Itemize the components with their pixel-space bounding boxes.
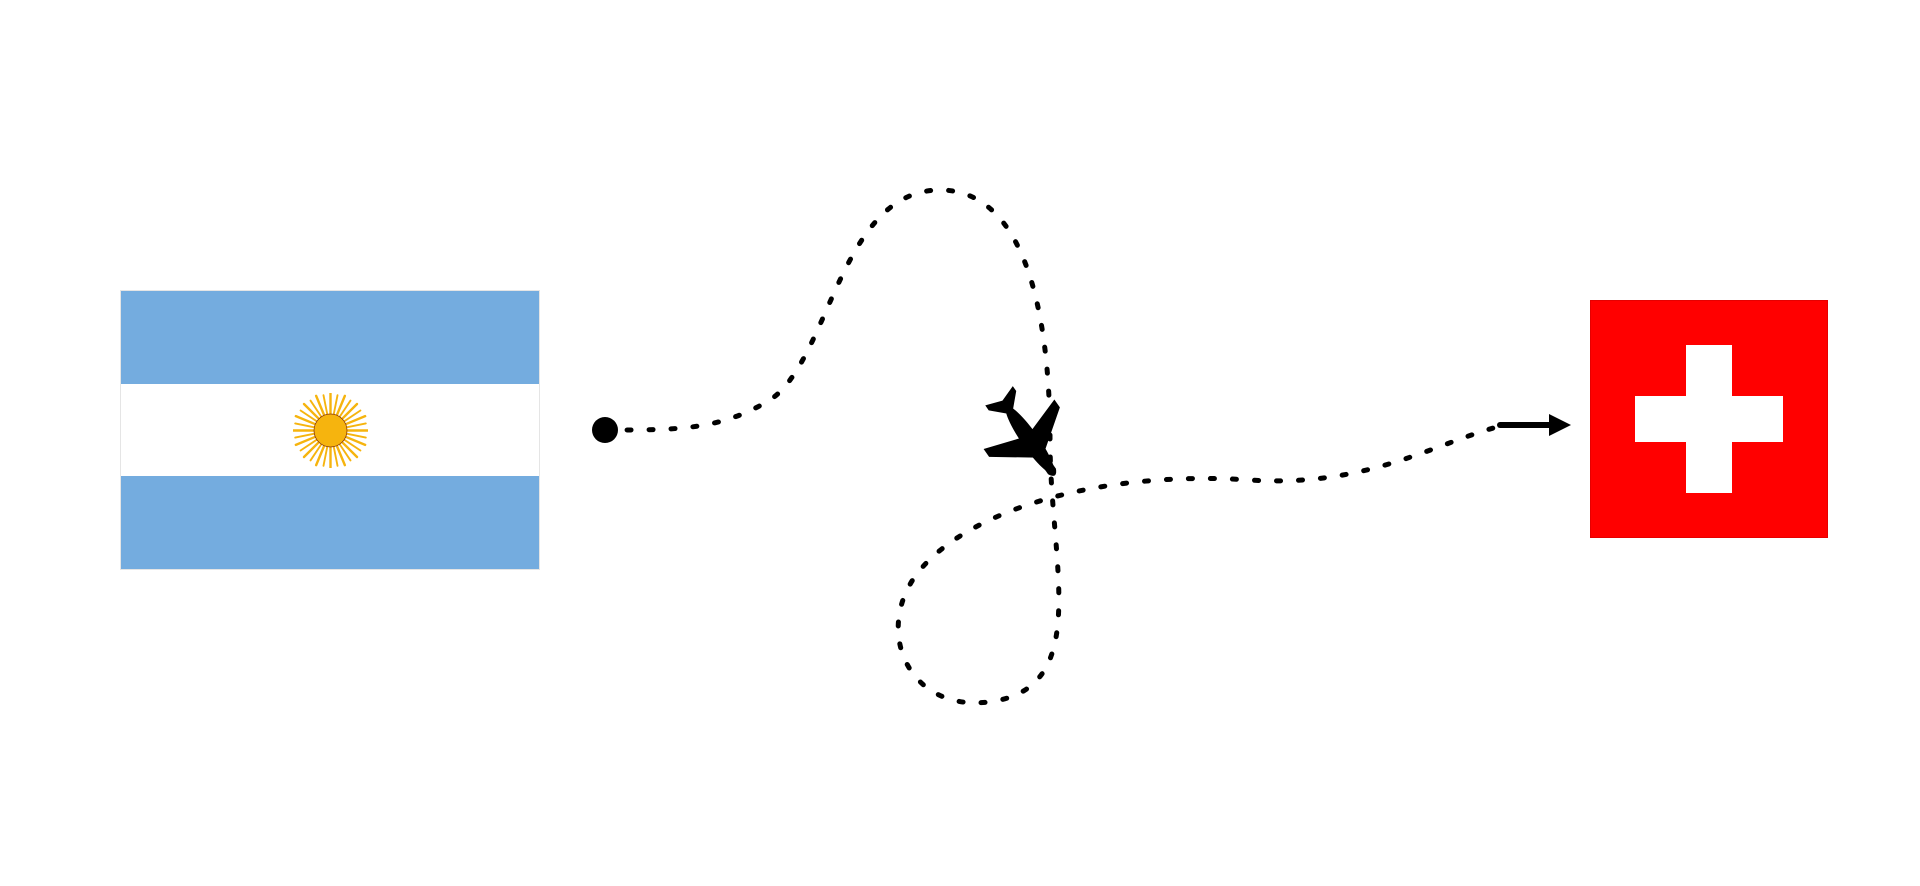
path-arrow-icon xyxy=(1495,405,1575,445)
argentina-stripe-top xyxy=(121,291,539,384)
argentina-sun-icon xyxy=(293,393,368,468)
switzerland-flag xyxy=(1590,300,1828,538)
path-start-dot xyxy=(592,417,618,443)
argentina-flag xyxy=(120,290,540,570)
swiss-cross-icon xyxy=(1635,345,1783,493)
argentina-stripe-bottom xyxy=(121,476,539,569)
swiss-cross-vertical xyxy=(1686,345,1732,493)
airplane-icon xyxy=(946,356,1113,523)
argentina-stripe-middle xyxy=(121,384,539,477)
